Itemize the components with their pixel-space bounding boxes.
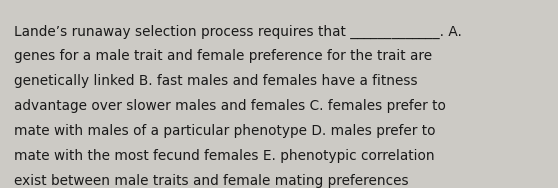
Text: Lande’s runaway selection process requires that _____________. A.: Lande’s runaway selection process requir… (14, 24, 462, 39)
Text: genetically linked B. fast males and females have a fitness: genetically linked B. fast males and fem… (14, 74, 417, 88)
Text: genes for a male trait and female preference for the trait are: genes for a male trait and female prefer… (14, 49, 432, 63)
Text: mate with the most fecund females E. phenotypic correlation: mate with the most fecund females E. phe… (14, 149, 435, 163)
Text: advantage over slower males and females C. females prefer to: advantage over slower males and females … (14, 99, 446, 113)
Text: exist between male traits and female mating preferences: exist between male traits and female mat… (14, 174, 408, 188)
Text: mate with males of a particular phenotype D. males prefer to: mate with males of a particular phenotyp… (14, 124, 435, 138)
